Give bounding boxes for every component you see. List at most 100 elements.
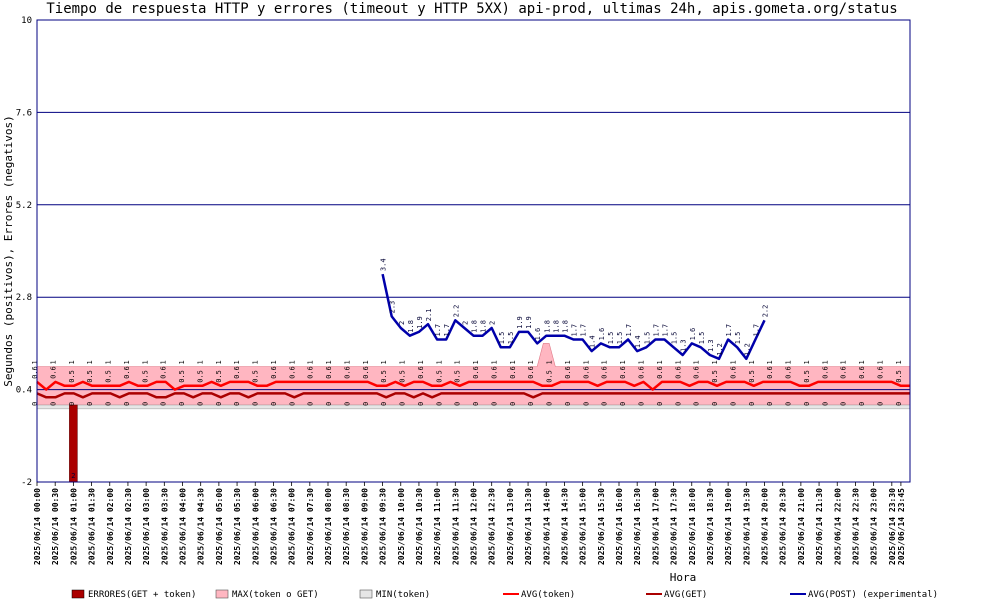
min-data-label: 0 (564, 402, 572, 406)
max-data-label: 1 (895, 360, 903, 364)
y-tick-label: 7.6 (16, 108, 32, 118)
min-data-label: 0 (895, 402, 903, 406)
avg-token-data-label: 0.6 (233, 366, 241, 379)
max-data-label: 1 (766, 360, 774, 364)
avg-token-data-label: 0.5 (252, 370, 260, 383)
legend-label: AVG(token) (521, 590, 575, 600)
avg-token-data-label: 0.6 (638, 366, 646, 379)
max-data-label: 1 (252, 360, 260, 364)
max-data-label: 1 (546, 360, 554, 364)
avg-post-data-label: 2.1 (425, 309, 433, 322)
x-tick-label: 2025/06/14 17:00 (651, 488, 660, 565)
min-data-label: 0 (196, 402, 204, 406)
x-tick-label: 2025/06/14 00:00 (33, 488, 42, 565)
avg-post-data-label: 1.6 (598, 328, 606, 341)
min-data-label: 0 (435, 402, 443, 406)
max-data-label: 1 (619, 360, 627, 364)
avg-post-data-label: 1.5 (616, 332, 624, 345)
x-tick-label: 2025/06/14 08:30 (342, 488, 351, 565)
max-data-label: 1 (105, 360, 113, 364)
y-tick-label: 10 (21, 16, 32, 26)
min-data-label: 0 (31, 402, 39, 406)
max-data-label: 1 (178, 360, 186, 364)
avg-token-data-label: 0.5 (711, 370, 719, 383)
avg-token-data-label: 0.6 (601, 366, 609, 379)
legend-label: AVG(GET) (664, 590, 707, 600)
x-tick-label: 2025/06/14 19:30 (742, 488, 751, 565)
avg-token-data-label: 0.6 (785, 366, 793, 379)
avg-token-data-label: 0.5 (435, 370, 443, 383)
x-tick-label: 2025/06/14 14:00 (542, 488, 551, 565)
avg-token-data-label: 0.6 (472, 366, 480, 379)
avg-post-data-label: 1.7 (652, 324, 660, 337)
max-data-label: 1 (343, 360, 351, 364)
avg-token-data-label: 0.6 (619, 366, 627, 379)
avg-post-data-label: 1.8 (480, 320, 488, 333)
x-tick-label: 2025/06/14 16:00 (615, 488, 624, 565)
avg-token-data-label: 0.5 (196, 370, 204, 383)
avg-token-data-label: 0.6 (343, 366, 351, 379)
x-tick-label: 2025/06/14 12:30 (488, 488, 497, 565)
x-tick-label: 2025/06/14 22:30 (851, 488, 860, 565)
y-tick-label: 2.8 (16, 293, 32, 303)
avg-post-data-label: 1.8 (552, 320, 560, 333)
avg-token-data-label: 0.6 (582, 366, 590, 379)
x-tick-label: 2025/06/14 00:30 (51, 488, 60, 565)
min-data-label: 0 (729, 402, 737, 406)
min-data-label: 0 (252, 402, 260, 406)
avg-post-data-label: 1.7 (443, 324, 451, 337)
avg-token-data-label: 0.5 (215, 370, 223, 383)
avg-token-data-label: 0.5 (399, 370, 407, 383)
chart-title: Tiempo de respuesta HTTP y errores (time… (46, 1, 897, 17)
avg-token-data-label: 0.6 (840, 366, 848, 379)
max-data-label: 1 (803, 360, 811, 364)
avg-post-data-label: 1.8 (407, 320, 415, 333)
avg-post-data-label: 1.3 (707, 339, 715, 352)
y-tick-label: 0.4 (16, 386, 32, 396)
x-tick-label: 2025/06/14 19:00 (724, 488, 733, 565)
avg-token-data-label: 0.6 (674, 366, 682, 379)
avg-token-data-label: 0.6 (491, 366, 499, 379)
max-data-label: 1 (858, 360, 866, 364)
max-data-label: 1 (123, 360, 131, 364)
max-data-label: 1 (307, 360, 315, 364)
x-tick-label: 2025/06/14 03:30 (160, 488, 169, 565)
avg-post-data-label: 1.4 (589, 335, 597, 348)
avg-token-data-label: 0.6 (858, 366, 866, 379)
min-data-label: 0 (766, 402, 774, 406)
min-data-label: 0 (178, 402, 186, 406)
x-tick-label: 2025/06/14 14:30 (560, 488, 569, 565)
min-data-label: 0 (803, 402, 811, 406)
x-tick-label: 2025/06/14 13:30 (524, 488, 533, 565)
x-tick-label: 2025/06/14 07:30 (306, 488, 315, 565)
legend-label: AVG(POST) (experimental) (808, 590, 938, 600)
avg-post-data-label: 1.7 (752, 324, 760, 337)
avg-token-data-label: 0.6 (160, 366, 168, 379)
min-data-label: 0 (527, 402, 535, 406)
x-tick-label: 2025/06/14 04:00 (179, 488, 188, 565)
max-data-label: 1 (31, 360, 39, 364)
min-data-label: 0 (472, 402, 480, 406)
avg-post-data-label: 1.5 (607, 332, 615, 345)
max-data-label: 1 (435, 360, 443, 364)
min-data-label: 0 (160, 402, 168, 406)
max-data-label: 1 (748, 360, 756, 364)
x-tick-label: 2025/06/14 23:00 (870, 488, 879, 565)
avg-post-data-label: 1.8 (561, 320, 569, 333)
avg-post-data-label: 3.4 (380, 258, 388, 271)
avg-post-data-label: 1.4 (634, 335, 642, 348)
min-data-label: 0 (215, 402, 223, 406)
avg-post-data-label: 1.7 (580, 324, 588, 337)
avg-token-data-label: 0.6 (417, 366, 425, 379)
avg-token-data-label: 0.6 (821, 366, 829, 379)
error-bar-label: 2 (71, 472, 75, 480)
max-data-label: 1 (68, 360, 76, 364)
min-data-label: 0 (123, 402, 131, 406)
max-data-label: 1 (564, 360, 572, 364)
max-data-label: 1 (288, 360, 296, 364)
min-data-label: 0 (141, 402, 149, 406)
max-data-label: 1 (215, 360, 223, 364)
avg-post-data-label: 2.2 (452, 305, 460, 318)
avg-post-data-label: 1.7 (571, 324, 579, 337)
avg-post-data-label: 1.6 (689, 328, 697, 341)
